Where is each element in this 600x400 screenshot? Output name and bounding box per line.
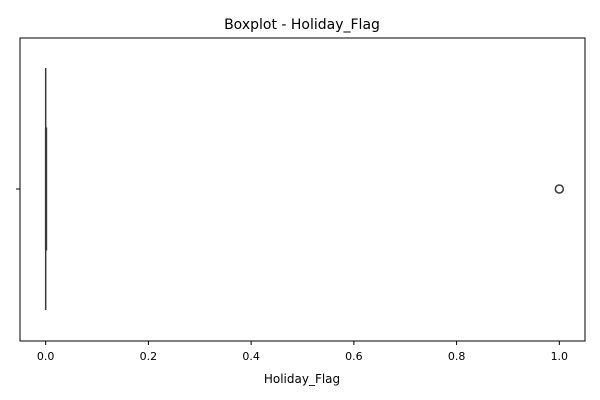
x-axis-label: Holiday_Flag	[264, 372, 340, 386]
x-tick-label: 0.4	[242, 350, 260, 363]
x-tick-label: 0.6	[345, 350, 363, 363]
outlier-point	[554, 184, 565, 194]
plot-area-frame	[19, 37, 586, 342]
chart-title: Boxplot - Holiday_Flag	[224, 17, 380, 33]
box-group	[44, 68, 565, 310]
x-tick-label: 0.2	[140, 350, 158, 363]
x-tick-label: 1.0	[551, 350, 569, 363]
x-tick-label: 0.0	[37, 350, 55, 363]
x-tick-label: 0.8	[448, 350, 466, 363]
x-axis: 0.0 0.2 0.4 0.6 0.8 1.0	[37, 341, 568, 363]
